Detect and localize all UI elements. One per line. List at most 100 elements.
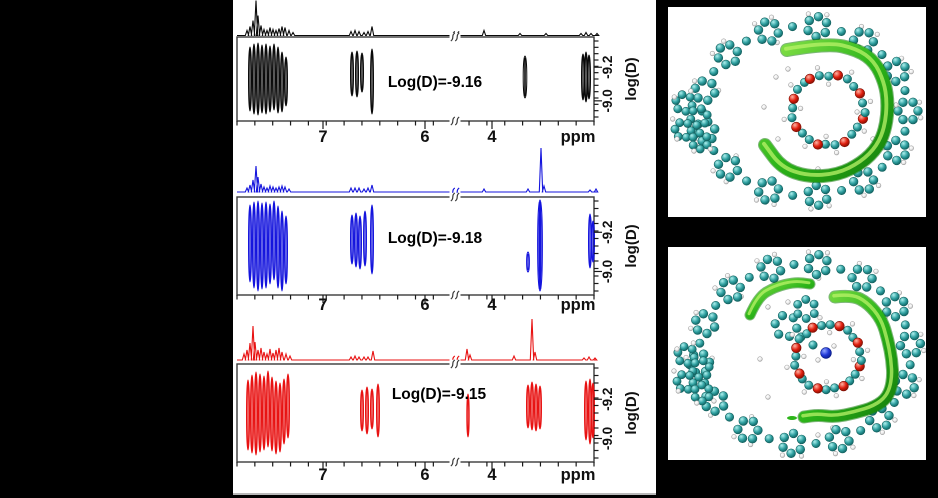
carbon-atom <box>732 46 743 57</box>
carbon-atom <box>794 334 804 344</box>
carbon-atom <box>718 391 728 401</box>
carbon-atom <box>817 321 827 331</box>
hydrogen-atom <box>907 303 913 309</box>
carbon-atom <box>864 28 874 38</box>
dosy-panel-red: 7 6 4 ppm -9.2 -9.0 log(D) Log(D)=-9.15 <box>236 318 640 484</box>
carbon-atom <box>854 185 865 195</box>
contour-streak <box>274 380 278 455</box>
carbon-atom <box>673 104 683 114</box>
hydrogen-atom <box>823 133 829 139</box>
carbon-atom <box>760 17 770 27</box>
contour-streak <box>370 48 374 115</box>
hydrogen-atom <box>675 388 681 394</box>
hydrogen-atom <box>690 340 697 346</box>
oxygen-atom <box>812 139 823 150</box>
carbon-atom <box>779 432 790 443</box>
carbon-atom <box>821 385 831 395</box>
hydrogen-atom <box>916 99 923 105</box>
carbon-atom <box>788 428 799 439</box>
carbon-atom <box>679 342 689 352</box>
carbon-atom <box>791 351 801 361</box>
carbon-atom <box>891 76 901 87</box>
hydrogen-atom <box>789 332 795 338</box>
carbon-atom <box>907 373 918 383</box>
carbon-atom <box>824 71 834 81</box>
carbon-atom <box>868 37 879 47</box>
carbon-atom <box>725 40 735 50</box>
dosy-contour-streaks <box>246 370 595 456</box>
contour-streak <box>365 386 369 435</box>
carbon-atom <box>863 167 873 177</box>
x-tick-label: 6 <box>420 296 429 314</box>
molecule-bottom-svg <box>671 249 926 459</box>
oxygen-atom <box>807 322 818 333</box>
hydrogen-atom <box>753 197 760 203</box>
carbon-atom <box>893 106 903 116</box>
carbon-atom <box>899 296 909 307</box>
x-axis-unit-label: ppm <box>561 466 596 484</box>
axis-break-icon <box>450 290 456 300</box>
hydrogen-atom <box>765 394 771 400</box>
carbon-atom <box>899 331 910 342</box>
contour-streak <box>284 56 288 107</box>
axis-break-icon <box>454 32 460 42</box>
carbon-atom <box>811 439 821 449</box>
hydrogen-atom <box>826 203 832 209</box>
carbon-atom <box>730 156 741 166</box>
carbon-atom <box>742 176 752 186</box>
carbon-atom <box>848 177 859 187</box>
hydrogen-atom <box>849 69 855 75</box>
isosurface-highlight <box>747 280 811 316</box>
carbon-atom <box>901 349 912 359</box>
carbon-atom <box>770 319 780 329</box>
carbon-atom <box>852 281 862 292</box>
axis-break-icon <box>450 192 456 202</box>
x-tick-label: 4 <box>487 128 497 146</box>
carbon-atom <box>789 260 799 269</box>
hydrogen-atom <box>785 66 791 72</box>
contour-streak <box>360 52 364 93</box>
carbon-atom <box>809 309 819 318</box>
carbon-atom <box>737 433 748 444</box>
carbon-atom <box>735 282 746 293</box>
carbon-atom <box>675 118 685 128</box>
carbon-atom <box>804 135 814 145</box>
carbon-atom <box>837 443 848 454</box>
carbon-atom <box>741 36 751 46</box>
carbon-atom <box>898 369 908 380</box>
contour-streak <box>252 43 256 115</box>
carbon-atom <box>713 53 724 63</box>
carbon-atom <box>710 406 720 417</box>
y-tick-label: -9.0 <box>600 427 615 450</box>
carbon-atom <box>881 297 892 307</box>
x-axis-unit-label: ppm <box>561 128 596 146</box>
contour-streak <box>522 55 528 99</box>
pendant-group <box>670 88 713 154</box>
carbon-atom <box>891 56 902 67</box>
contour-streak <box>526 251 530 273</box>
contour-streak <box>591 382 595 439</box>
hydrogen-atom <box>771 251 778 258</box>
carbon-atom <box>688 132 698 142</box>
dosy-contour-streaks <box>248 199 595 292</box>
hydrogen-atom <box>850 444 856 450</box>
axis-break-icon <box>450 32 456 42</box>
axis-break-icon <box>454 116 460 126</box>
carbon-atom <box>747 434 758 444</box>
contour-streak <box>280 51 284 113</box>
carbon-atom <box>709 67 719 77</box>
dosy-panel-blue: 7 6 4 ppm -9.2 -9.0 log(D) Log(D)=-9.18 <box>236 147 640 314</box>
contour-streak <box>526 384 530 429</box>
hydrogen-atom <box>711 398 717 404</box>
carbon-atom <box>876 286 886 296</box>
hydrogen-atom <box>761 104 767 110</box>
crown-ether-ring <box>781 65 874 156</box>
hydrogen-atom <box>817 315 823 321</box>
carbon-atom <box>856 426 866 436</box>
carbon-atom <box>820 184 831 195</box>
carbon-atom <box>718 278 729 288</box>
crown-ether-ring <box>784 315 871 399</box>
logd-annotation: Log(D)=-9.18 <box>388 230 483 247</box>
x-tick-label: 6 <box>420 128 429 146</box>
carbon-atom <box>688 140 698 150</box>
